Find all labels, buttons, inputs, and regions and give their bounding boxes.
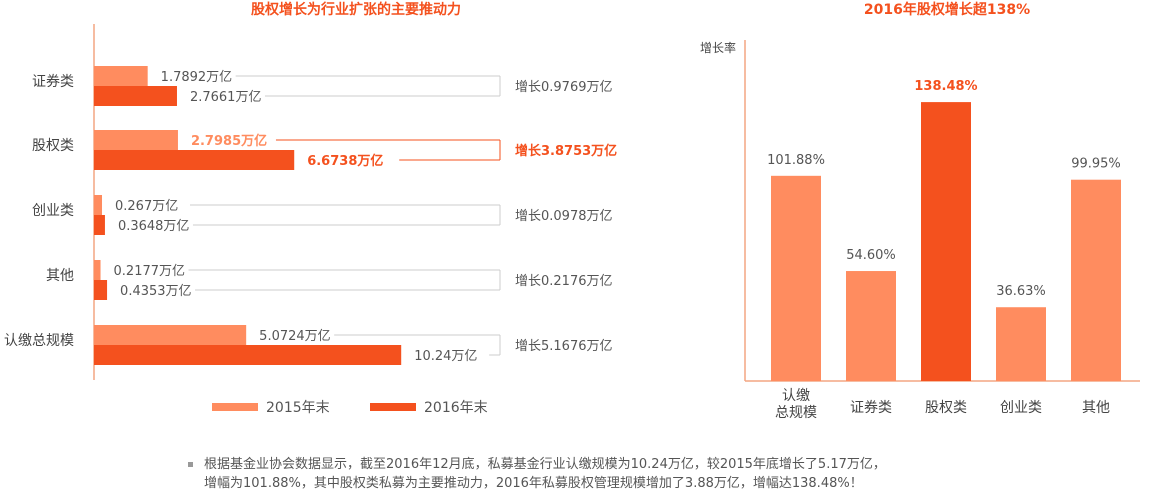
bar-2015 [94,66,148,86]
footnote: 根据基金业协会数据显示，截至2016年12月底，私募基金行业认缴规模为10.24… [188,455,1088,493]
growth-rate-label: 138.48% [914,79,977,94]
left-category-label: 其他 [46,268,74,284]
growth-rate-bar [921,102,971,381]
right-category-label: 创业类 [1000,400,1042,416]
growth-rate-bar [996,307,1046,381]
left-category-label: 认缴总规模 [4,333,74,349]
footnote-line-2: 增幅为101.88%，其中股权类私募为主要推动力，2016年私募股权管理规模增加… [204,476,863,491]
left-category-label: 创业类 [32,203,74,219]
growth-label: 增长5.1676万亿 [515,339,613,354]
bar-2015-label: 0.267万亿 [115,199,178,214]
growth-label: 增长0.0978万亿 [515,209,613,224]
growth-rate-label: 101.88% [767,153,825,168]
growth-rate-bar [1071,179,1121,381]
right-category-label: 证券类 [850,400,892,416]
bar-2016 [94,86,177,106]
bar-2015-label: 0.2177万亿 [114,264,186,279]
right-category-label: 认缴 [782,388,810,404]
bar-2015 [94,325,247,345]
bar-2016-label: 0.3648万亿 [118,219,190,234]
bar-2015 [94,260,101,280]
growth-rate-label: 54.60% [846,248,896,263]
bar-2016 [94,150,295,170]
left-category-label: 证券类 [32,74,74,90]
legend-label-2016: 2016年末 [424,400,488,416]
growth-rate-label: 99.95% [1071,157,1121,172]
left-category-label: 股权类 [32,138,74,154]
bar-2015-label: 1.7892万亿 [161,70,233,85]
right-category-label: 其他 [1082,400,1110,416]
bar-2016 [94,345,402,365]
bar-2016 [94,280,108,300]
bar-2015-label: 5.0724万亿 [259,329,331,344]
bar-2015-label: 2.7985万亿 [191,133,267,149]
bar-2015 [94,195,103,215]
right-category-label: 总规模 [775,405,817,421]
right-category-label: 股权类 [925,400,967,416]
bar-2015 [94,130,178,150]
growth-rate-bar [846,271,896,381]
footnote-line-1: 根据基金业协会数据显示，截至2016年12月底，私募基金行业认缴规模为10.24… [204,457,886,472]
legend-swatch-2016 [370,403,416,411]
growth-rate-bar [771,175,821,381]
left-chart-title: 股权增长为行业扩张的主要推动力 [251,1,461,18]
right-y-label: 增长率 [700,40,736,55]
growth-rate-label: 36.63% [996,284,1046,299]
bar-2016-label: 0.4353万亿 [120,284,191,299]
growth-label: 增长0.2176万亿 [515,274,613,289]
right-chart-title: 2016年股权增长超138% [864,1,1030,18]
growth-label: 增长0.9769万亿 [515,80,613,95]
bar-2016-label: 10.24万亿 [414,349,477,364]
bar-2016-label: 6.6738万亿 [307,153,383,169]
legend-label-2015: 2015年末 [266,400,330,416]
footnote-bullet-icon [188,462,193,467]
bar-2016 [94,215,105,235]
bar-2016-label: 2.7661万亿 [190,90,262,105]
growth-label: 增长3.8753万亿 [515,143,617,159]
legend-swatch-2015 [212,403,258,411]
